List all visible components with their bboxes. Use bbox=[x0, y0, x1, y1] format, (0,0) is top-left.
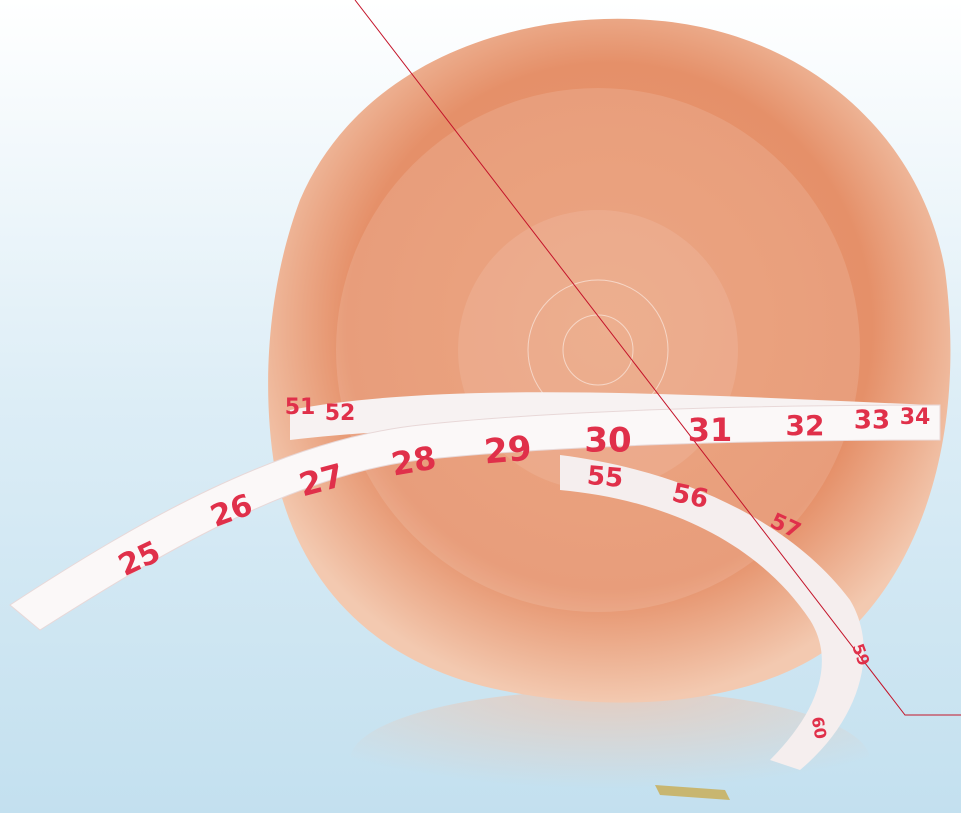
tape-back bbox=[560, 455, 864, 770]
tape-number: 55 bbox=[586, 461, 625, 494]
tape-number: 32 bbox=[786, 409, 825, 442]
tape-number: 30 bbox=[584, 421, 631, 461]
tape-number: 56 bbox=[669, 478, 711, 515]
reflection bbox=[350, 690, 870, 813]
tape-number: 33 bbox=[854, 406, 890, 436]
tape-number: 52 bbox=[325, 401, 356, 426]
pointer-line bbox=[354, 0, 961, 716]
ring bbox=[336, 88, 860, 612]
tape-number: 28 bbox=[388, 438, 438, 483]
tape-number: 34 bbox=[900, 405, 931, 430]
fat-cell bbox=[268, 18, 951, 703]
tape-number: 29 bbox=[483, 429, 534, 473]
tape-number: 60 bbox=[808, 715, 831, 740]
tape-number: 51 bbox=[285, 395, 316, 420]
ring bbox=[562, 314, 634, 386]
tape-number: 31 bbox=[688, 411, 733, 449]
tape-tip bbox=[655, 785, 730, 800]
tape-front bbox=[9, 404, 941, 631]
